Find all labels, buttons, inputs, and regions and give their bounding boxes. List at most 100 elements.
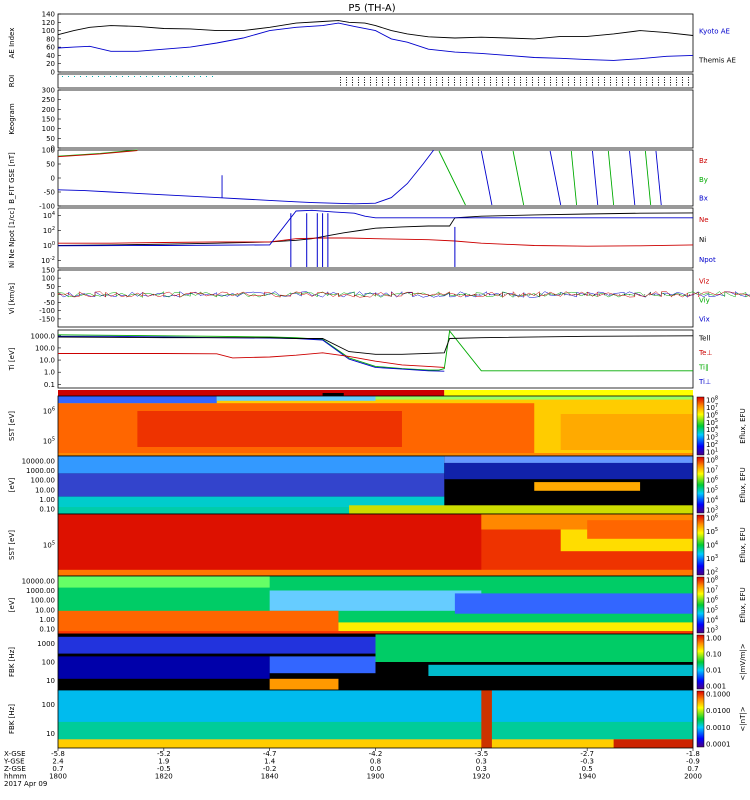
- y-axis-label: Vi [km/s]: [8, 283, 16, 314]
- ephemeris-value: 1800: [49, 773, 67, 781]
- zero-dot: [554, 294, 556, 296]
- colorbar-label: Eflux, EFU: [739, 408, 747, 443]
- roi-dot: [670, 82, 671, 83]
- roi-dot: [646, 77, 647, 78]
- roi-dot: [628, 84, 629, 86]
- spectrogram-cell: [269, 590, 482, 611]
- y-tick-label: 10000.00: [22, 457, 55, 465]
- legend-entry: Ni: [699, 236, 706, 244]
- panel-b-field: B_FIT GSE [nT] 100 50 0 -50 -100 Bz By Bx: [8, 147, 708, 211]
- roi-dot: [400, 82, 401, 83]
- y-tick-label: 1.00: [39, 616, 55, 624]
- roi-dot: [116, 76, 117, 77]
- panel-temperature: Ti [eV] 1000.0 100.0 10.0 1.0 0.1 Tell Te⊥ Ti∥ Ti…: [8, 329, 713, 389]
- roi-dot: [586, 77, 587, 78]
- series-ti-: [57, 329, 693, 372]
- roi-dot: [212, 76, 213, 77]
- roi-dot: [532, 82, 533, 83]
- roi-dot: [448, 82, 449, 83]
- y-tick-label: 0: [51, 145, 55, 153]
- ephemeris-value: 1920: [472, 773, 490, 781]
- roi-dot: [562, 79, 563, 81]
- zero-dot: [454, 294, 456, 296]
- y-tick-label: 100: [42, 27, 55, 35]
- y-tick-label: 10-2: [41, 256, 55, 265]
- panel-fbk-b: FBK [Hz] 100 10 0.1000 0.0100 0.0010 0.0001 <|n…: [8, 689, 747, 749]
- roi-dot: [598, 77, 599, 78]
- panel-frame: [57, 73, 694, 89]
- date-label: 2017 Apr 09: [4, 780, 47, 788]
- series-wrap: [480, 150, 493, 206]
- roi-dot: [592, 82, 593, 83]
- roi-dot: [454, 82, 455, 83]
- roi-dot: [370, 79, 371, 81]
- zero-dot: [524, 294, 526, 296]
- roi-dot: [544, 77, 545, 78]
- roi-dot: [364, 82, 365, 83]
- roi-dot: [580, 79, 581, 81]
- zero-dot: [674, 294, 676, 296]
- roi-dot: [604, 84, 605, 86]
- roi-dot: [574, 77, 575, 78]
- y-tick-label: 100.00: [31, 597, 56, 605]
- roi-dot: [556, 84, 557, 86]
- roi-dot: [484, 79, 485, 81]
- roi-dot: [400, 79, 401, 81]
- y-tick-label: 10.00: [35, 486, 55, 494]
- roi-dot: [340, 82, 341, 83]
- panel-fbk-e: FBK [Hz] 1000 100 10 1.00 0.10 0.01 0.001 <|mV/m…: [8, 633, 747, 691]
- roi-dot: [532, 84, 533, 86]
- y-tick-label: 150: [42, 116, 55, 124]
- series-velocity-trace: [57, 291, 750, 298]
- panel-mode-bar: [58, 390, 693, 396]
- series-ni: [57, 212, 694, 246]
- panel-sst-ion: SST [eV] 106105108107106105104103102101Ef…: [8, 396, 747, 457]
- roi-dot: [688, 77, 689, 78]
- roi-dot: [568, 82, 569, 83]
- roi-dot: [152, 76, 153, 77]
- roi-dot: [616, 79, 617, 81]
- ephemeris-value: 1900: [367, 773, 385, 781]
- colorbar-tick-label: 104: [706, 425, 718, 434]
- spectrogram-cell: [481, 690, 492, 748]
- roi-dot: [370, 82, 371, 83]
- mode-bar-segment: [322, 393, 344, 396]
- roi-dot: [448, 77, 449, 78]
- roi-dot: [376, 77, 377, 78]
- spectrogram-cell: [269, 656, 376, 674]
- roi-dot: [526, 84, 527, 86]
- series-kyoto-ae: [57, 20, 694, 40]
- roi-dot: [532, 77, 533, 78]
- roi-dot: [364, 77, 365, 78]
- spectrogram-cell: [534, 482, 641, 491]
- roi-dot: [442, 77, 443, 78]
- roi-dot: [616, 82, 617, 83]
- spectrogram-cell: [58, 721, 693, 740]
- spectrogram-cell: [58, 739, 693, 748]
- y-tick-label: 100: [42, 701, 55, 709]
- ephemeris-value: -4.2: [369, 750, 383, 758]
- roi-dot: [580, 82, 581, 83]
- legend-entry: Vix: [699, 315, 710, 323]
- roi-dot: [550, 84, 551, 86]
- roi-dot: [466, 82, 467, 83]
- legend-entry: Tell: [698, 335, 710, 343]
- roi-dot: [598, 79, 599, 81]
- ephemeris-value: 0.0: [370, 765, 381, 773]
- roi-dot: [604, 79, 605, 81]
- colorbar-tick-label: 106: [706, 596, 718, 605]
- roi-dot: [580, 77, 581, 78]
- roi-dot: [110, 76, 111, 77]
- colorbar-tick-label: 105: [706, 418, 718, 427]
- colorbar-label: <|nT|>: [739, 706, 747, 731]
- y-tick-label: 0: [51, 291, 55, 299]
- ephemeris-value: -0.3: [580, 758, 594, 766]
- colorbar-tick-label: 104: [706, 616, 718, 625]
- legend-entry: Kyoto AE: [699, 27, 730, 35]
- zero-dot: [584, 294, 586, 296]
- series-wrap: [512, 150, 525, 206]
- ephemeris-value: 1.9: [158, 758, 169, 766]
- ephemeris-value: 0.3: [476, 758, 487, 766]
- y-tick-label: 102: [43, 226, 55, 235]
- roi-dot: [604, 82, 605, 83]
